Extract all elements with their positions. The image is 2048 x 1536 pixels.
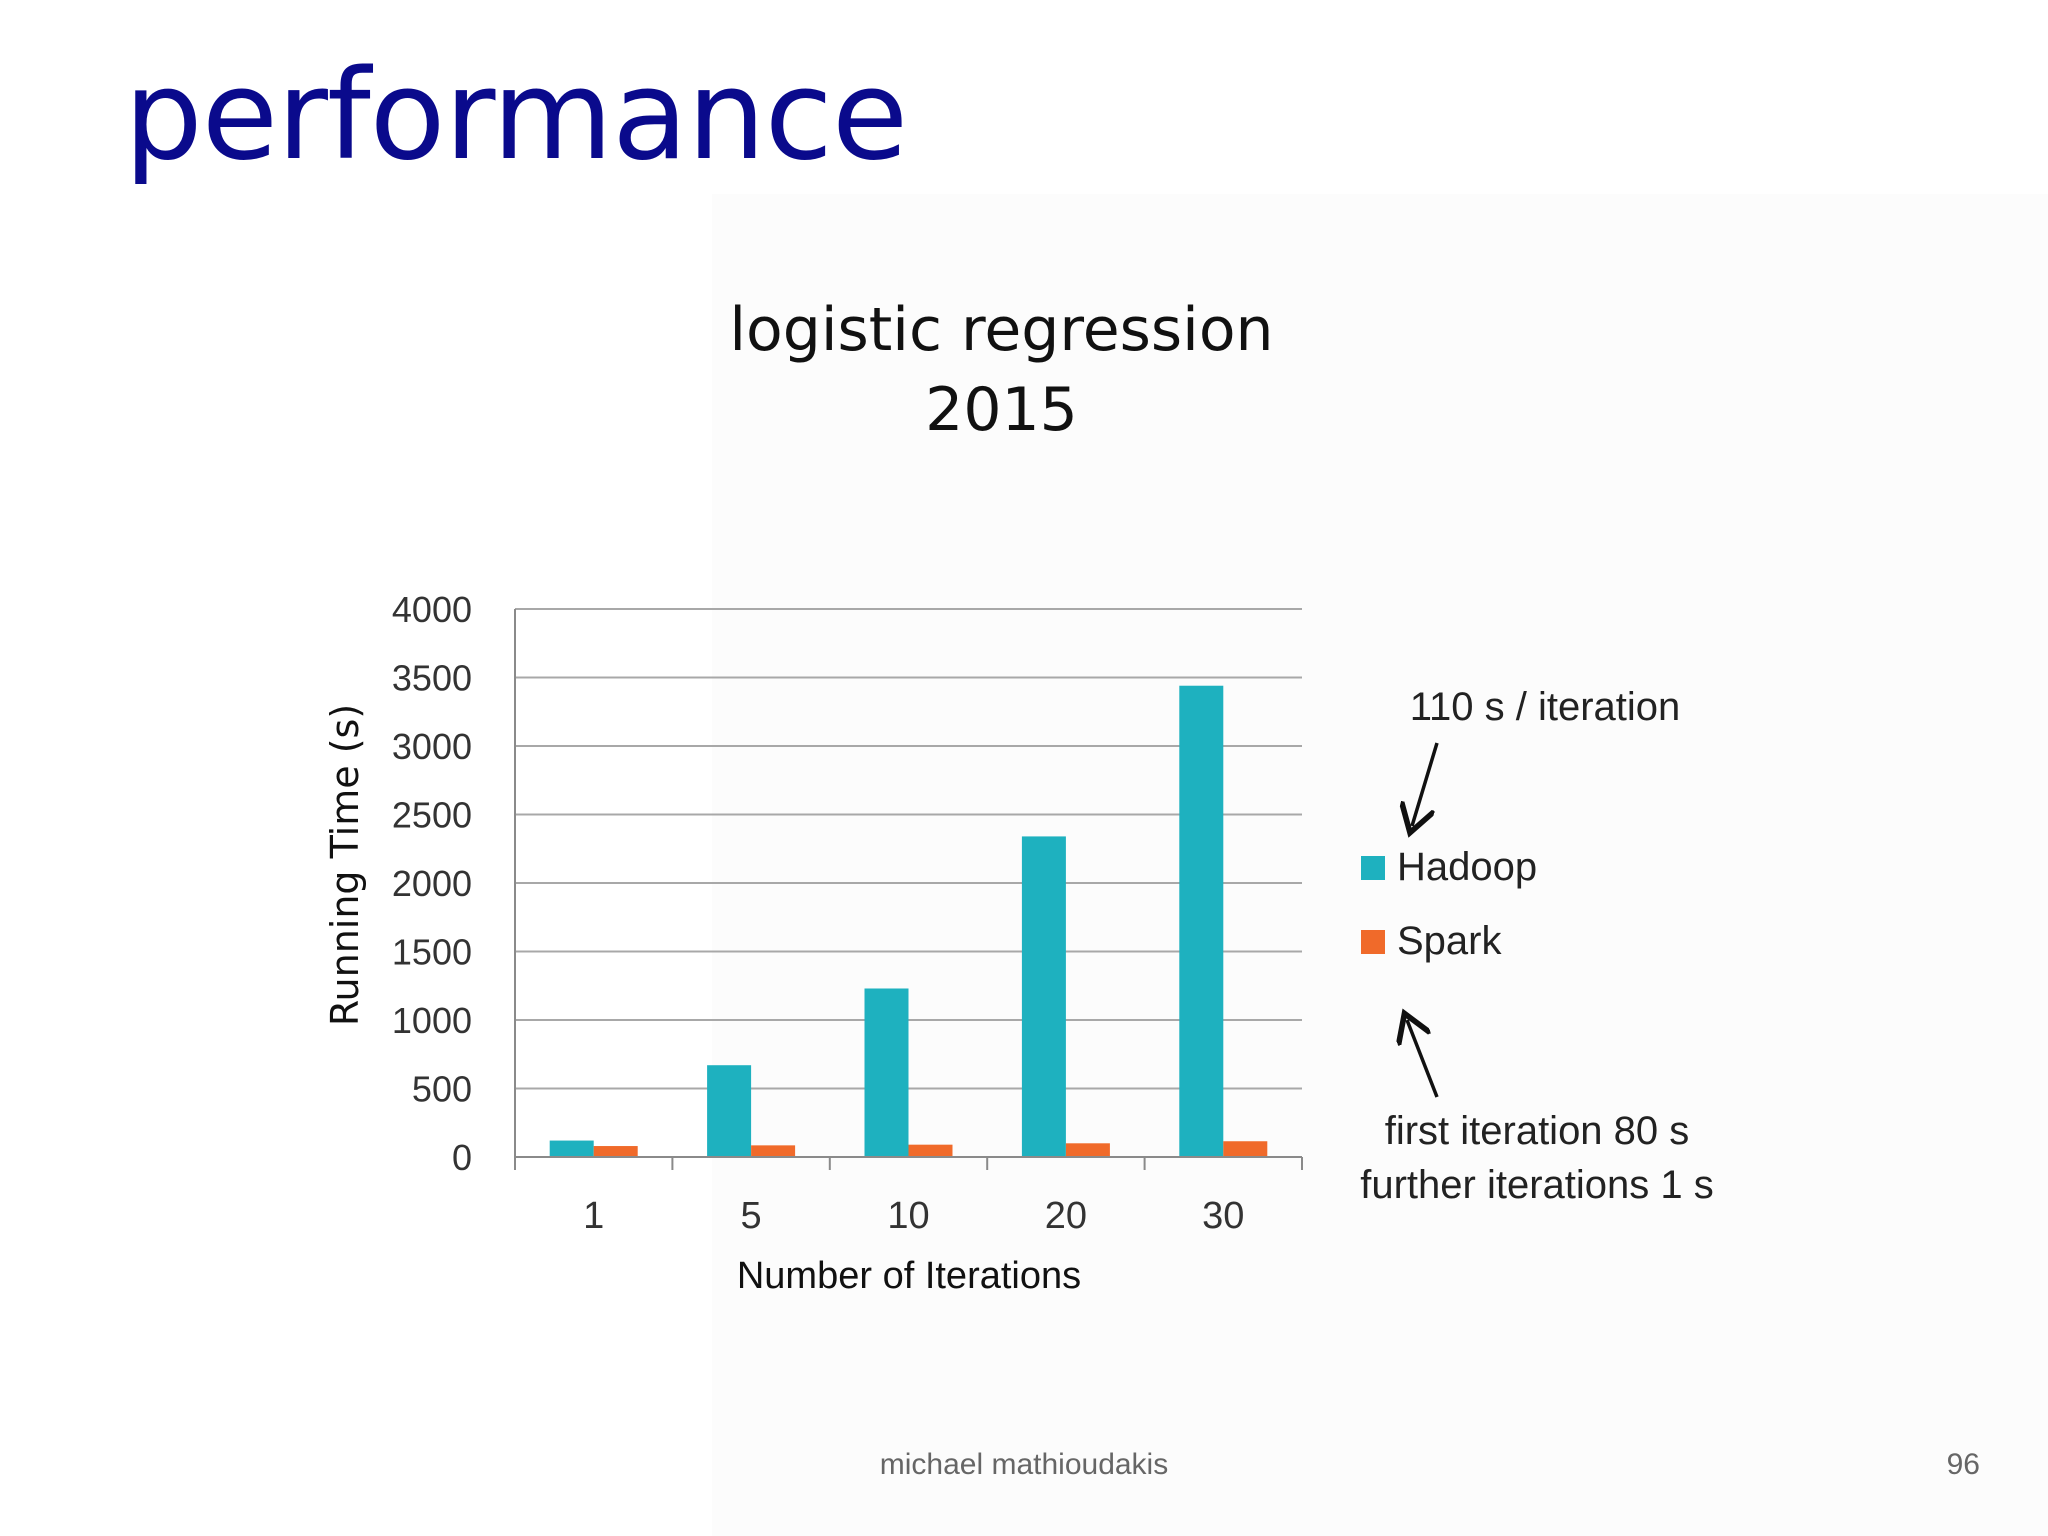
y-tick-label: 3500 [392,658,472,699]
y-tick-label: 1500 [392,932,472,973]
bar-hadoop-20 [1021,836,1066,1157]
footer-author: michael mathioudakis [879,1448,1169,1481]
bar-hadoop-10 [864,988,909,1157]
x-axis-label: Number of Iterations [737,1255,1081,1297]
x-tick-label: 10 [887,1195,929,1237]
y-tick-label: 1000 [392,1000,472,1041]
chart-title-line1: logistic regression [729,295,1274,365]
chart-title-line2: 2015 [925,375,1078,445]
spark-annotation-line1: first iteration 80 s [1385,1109,1690,1153]
legend-label-hadoop: Hadoop [1397,845,1537,889]
y-tick-label: 4000 [392,589,472,630]
x-tick-labels: 1 5 10 20 30 [583,1195,1244,1237]
bars [549,685,1268,1157]
x-tick-label: 5 [741,1195,762,1237]
bar-spark-30 [1223,1141,1268,1157]
bar-spark-10 [908,1144,953,1157]
bar-spark-1 [593,1146,638,1157]
bar-hadoop-5 [707,1065,752,1157]
spark-annotation-line2: further iterations 1 s [1360,1163,1714,1207]
chart-title: logistic regression 2015 [0,290,2003,450]
bar-chart: 0 500 1000 1500 2000 2500 3000 3500 4000 1 5 10 20 3… [323,589,1714,1297]
legend-label-spark: Spark [1397,919,1502,963]
legend-swatch-hadoop [1361,856,1385,880]
y-axis-label: Running Time (s) [323,704,367,1026]
legend-swatch-spark [1361,930,1385,954]
axes [514,609,1303,1170]
page-number: 96 [1946,1448,1980,1481]
bar-hadoop-30 [1179,685,1224,1157]
hadoop-annotation-arrow [1412,742,1439,826]
legend: Hadoop Spark [1361,845,1537,963]
y-tick-label: 2500 [392,795,472,836]
slide-title: performance [124,44,908,188]
y-tick-label: 2000 [392,863,472,904]
x-tick-label: 30 [1202,1195,1244,1237]
x-tick-label: 20 [1045,1195,1087,1237]
y-tick-label: 500 [412,1069,472,1110]
spark-annotation-arrow [1407,1020,1439,1098]
bar-spark-20 [1065,1143,1110,1157]
x-tick-label: 1 [583,1195,604,1237]
y-tick-label: 3000 [392,726,472,767]
hadoop-annotation: 110 s / iteration [1410,685,1681,729]
bar-spark-5 [751,1145,796,1157]
y-tick-label: 0 [452,1137,472,1178]
y-tick-labels: 0 500 1000 1500 2000 2500 3000 3500 4000 [392,589,472,1178]
bar-hadoop-1 [549,1140,594,1157]
